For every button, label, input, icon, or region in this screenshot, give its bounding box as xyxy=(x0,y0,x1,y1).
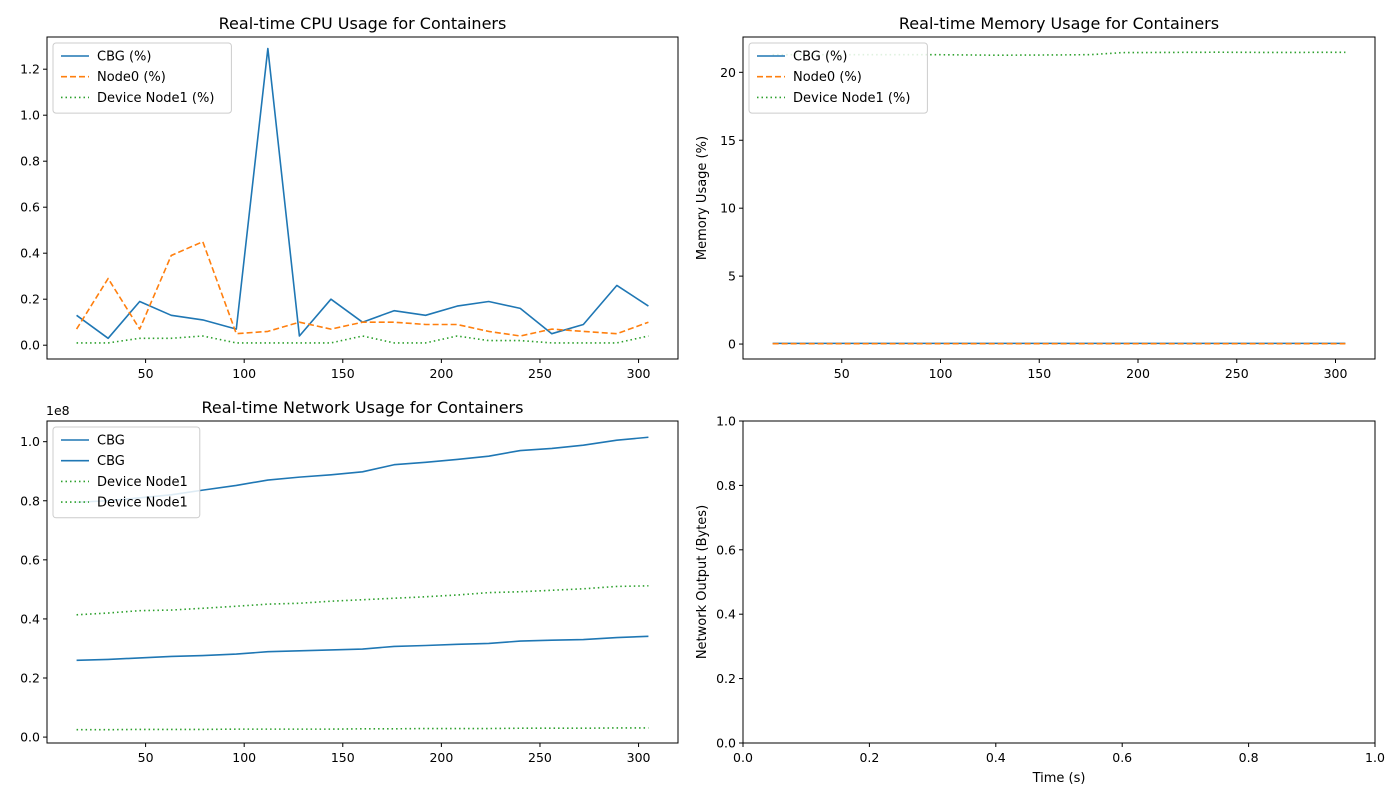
y-tick-label: 0.4 xyxy=(716,607,736,622)
x-tick-label: 0.2 xyxy=(859,750,879,765)
x-tick-label: 150 xyxy=(331,366,355,381)
series-line-0-2 xyxy=(76,335,649,344)
y-tick-label: 1.0 xyxy=(716,414,736,429)
y-tick-label: 0.6 xyxy=(716,542,736,557)
x-tick-label: 100 xyxy=(232,366,256,381)
y-tick-label: 0.6 xyxy=(20,200,40,215)
chart-title: Real-time Network Usage for Containers xyxy=(202,398,524,417)
legend-label: Device Node1 (%) xyxy=(793,91,910,106)
legend-label: Device Node1 (%) xyxy=(97,91,214,106)
y-tick-label: 0.2 xyxy=(20,292,40,307)
x-tick-label: 250 xyxy=(528,366,552,381)
x-tick-label: 300 xyxy=(627,366,651,381)
legend: CBG (%) Node0 (%) Device Node1 (%) xyxy=(52,42,232,114)
panel-3: 0.0 0.2 0.4 0.6 0.8 1.0 0.0 0.2 0.4 0.6 0.8 1.0 Time… xyxy=(695,414,1385,787)
x-tick-label: 100 xyxy=(929,366,953,381)
y-tick-label: 0.6 xyxy=(20,552,40,567)
legend-label: CBG xyxy=(97,434,125,449)
x-axis-label: Time (s) xyxy=(1032,771,1086,786)
legend-label: Node0 (%) xyxy=(793,70,862,85)
axes-frame xyxy=(742,36,1376,360)
y-tick-label: 0 xyxy=(728,337,736,352)
y-tick-label: 0.4 xyxy=(20,611,40,626)
axes-frame xyxy=(46,420,679,744)
legend-label: CBG (%) xyxy=(97,50,151,65)
legend-label: Device Node1 xyxy=(97,475,188,490)
y-tick-label: 1.0 xyxy=(20,108,40,123)
y-tick-label: 1.2 xyxy=(20,62,40,77)
x-tick-label: 150 xyxy=(331,750,355,765)
legend-box xyxy=(52,426,201,519)
x-tick-label: 150 xyxy=(1027,366,1051,381)
x-tick-label: 50 xyxy=(138,366,154,381)
panel-0: 50 100 150 200 250 300 0.0 0.2 0.4 0.6 0.8 1.0 1.2 Re… xyxy=(20,14,679,381)
x-tick-label: 200 xyxy=(1126,366,1150,381)
x-tick-label: 300 xyxy=(627,750,651,765)
y-tick-label: 0.0 xyxy=(20,338,40,353)
x-tick-label: 200 xyxy=(429,750,453,765)
y-axis-label: Memory Usage (%) xyxy=(695,136,710,260)
y-tick-label: 0.8 xyxy=(20,154,40,169)
x-tick-label: 300 xyxy=(1324,366,1348,381)
panel-1: 50 100 150 200 250 300 0 5 10 15 20 Real-time Memor… xyxy=(695,14,1376,381)
chart-title: Real-time Memory Usage for Containers xyxy=(899,14,1219,33)
y-offset-label: 1e8 xyxy=(46,403,70,418)
legend-label: Node0 (%) xyxy=(97,70,166,85)
x-tick-label: 0.4 xyxy=(986,750,1006,765)
x-tick-label: 0.8 xyxy=(1239,750,1259,765)
y-tick-label: 0.2 xyxy=(20,671,40,686)
series-line-2-1 xyxy=(76,635,649,662)
x-tick-label: 200 xyxy=(429,366,453,381)
series-line-0-1 xyxy=(75,240,649,337)
legend-label: CBG xyxy=(97,454,125,469)
y-axis-label: Network Output (Bytes) xyxy=(695,505,710,659)
y-tick-label: 0.4 xyxy=(20,246,40,261)
x-tick-label: 1.0 xyxy=(1365,750,1385,765)
axes-frame xyxy=(46,36,679,360)
y-tick-label: 0.0 xyxy=(20,730,40,745)
panel-2: 50 100 150 200 250 300 0.0 0.2 0.4 0.6 0.8 1.0 1e8 Re… xyxy=(20,398,679,765)
x-tick-label: 250 xyxy=(1225,366,1249,381)
axes-frame xyxy=(742,420,1376,744)
y-tick-label: 0.0 xyxy=(716,736,736,751)
legend-box xyxy=(748,42,928,114)
x-tick-label: 0.6 xyxy=(1112,750,1132,765)
y-tick-label: 5 xyxy=(728,269,736,284)
x-tick-label: 250 xyxy=(528,750,552,765)
y-tick-label: 1.0 xyxy=(20,434,40,449)
x-tick-label: 0.0 xyxy=(733,750,753,765)
x-tick-label: 50 xyxy=(834,366,850,381)
x-tick-label: 50 xyxy=(138,750,154,765)
chart-title: Real-time CPU Usage for Containers xyxy=(219,14,507,33)
legend: CBG (%) Node0 (%) Device Node1 (%) xyxy=(748,42,928,114)
y-tick-label: 0.8 xyxy=(20,493,40,508)
y-tick-label: 10 xyxy=(720,201,736,216)
legend: CBG CBG Device Node1 Device Node1 xyxy=(52,426,201,519)
legend-label: CBG (%) xyxy=(793,50,847,65)
legend-label: Device Node1 xyxy=(97,496,188,511)
series-line-2-2 xyxy=(76,585,649,616)
legend-box xyxy=(52,42,232,114)
y-tick-label: 0.2 xyxy=(716,671,736,686)
y-tick-label: 15 xyxy=(720,133,736,148)
x-tick-label: 100 xyxy=(232,750,256,765)
y-tick-label: 0.8 xyxy=(716,478,736,493)
series-line-2-3 xyxy=(76,727,649,731)
y-tick-label: 20 xyxy=(720,65,736,80)
